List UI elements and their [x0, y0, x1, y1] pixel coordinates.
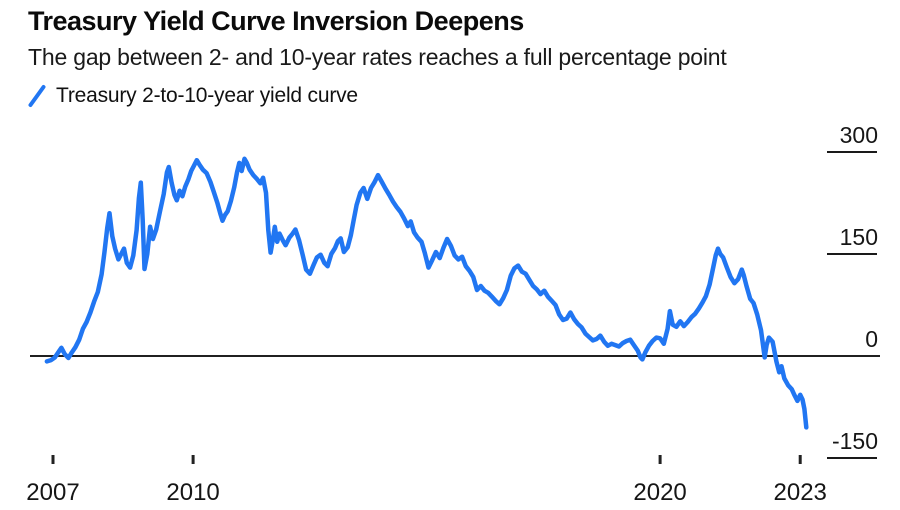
y-axis-label: 150 — [840, 224, 878, 250]
y-axis-label: -150 — [832, 428, 878, 454]
x-axis-label: 2020 — [633, 479, 686, 506]
page-subtitle: The gap between 2- and 10-year rates rea… — [28, 44, 727, 70]
x-axis-label: 2023 — [774, 479, 827, 506]
legend-slash-icon — [28, 84, 46, 108]
y-axis-label: 0 — [865, 326, 878, 352]
y-axis-label: 300 — [840, 122, 878, 148]
legend: Treasury 2-to-10-year yield curve — [28, 84, 358, 108]
x-axis-label: 2010 — [166, 479, 219, 506]
page-title: Treasury Yield Curve Inversion Deepens — [28, 6, 524, 36]
x-axis-label: 2007 — [26, 479, 79, 506]
spread-line — [44, 156, 809, 430]
legend-label: Treasury 2-to-10-year yield curve — [56, 84, 358, 107]
